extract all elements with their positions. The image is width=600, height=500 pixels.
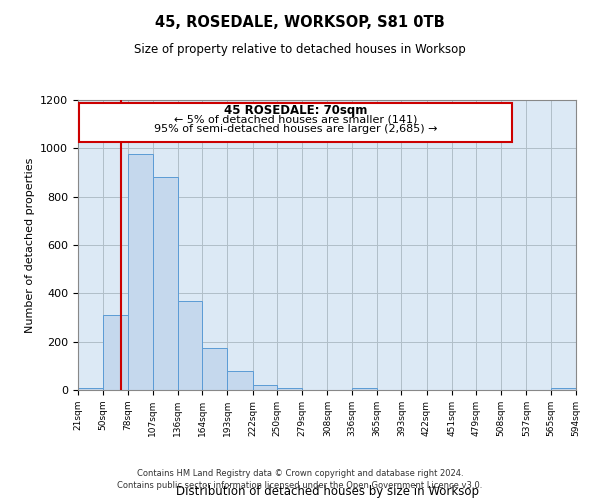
Text: Contains HM Land Registry data © Crown copyright and database right 2024.
Contai: Contains HM Land Registry data © Crown c…	[118, 468, 482, 490]
Bar	[103, 315, 128, 390]
Bar	[178, 300, 202, 390]
Bar	[551, 388, 576, 390]
Text: 45, ROSEDALE, WORKSOP, S81 0TB: 45, ROSEDALE, WORKSOP, S81 0TB	[155, 15, 445, 30]
Bar	[78, 388, 103, 390]
Bar	[227, 370, 253, 390]
FancyBboxPatch shape	[79, 103, 512, 142]
Text: ← 5% of detached houses are smaller (141): ← 5% of detached houses are smaller (141…	[173, 115, 417, 125]
Bar	[153, 178, 178, 390]
Text: Size of property relative to detached houses in Worksop: Size of property relative to detached ho…	[134, 42, 466, 56]
Bar	[277, 388, 302, 390]
Bar	[202, 348, 227, 390]
Bar	[352, 388, 377, 390]
Text: 95% of semi-detached houses are larger (2,685) →: 95% of semi-detached houses are larger (…	[154, 124, 437, 134]
X-axis label: Distribution of detached houses by size in Worksop: Distribution of detached houses by size …	[176, 484, 479, 498]
Text: 45 ROSEDALE: 70sqm: 45 ROSEDALE: 70sqm	[224, 104, 367, 117]
Bar	[128, 154, 153, 390]
Y-axis label: Number of detached properties: Number of detached properties	[25, 158, 35, 332]
Bar	[253, 385, 277, 390]
